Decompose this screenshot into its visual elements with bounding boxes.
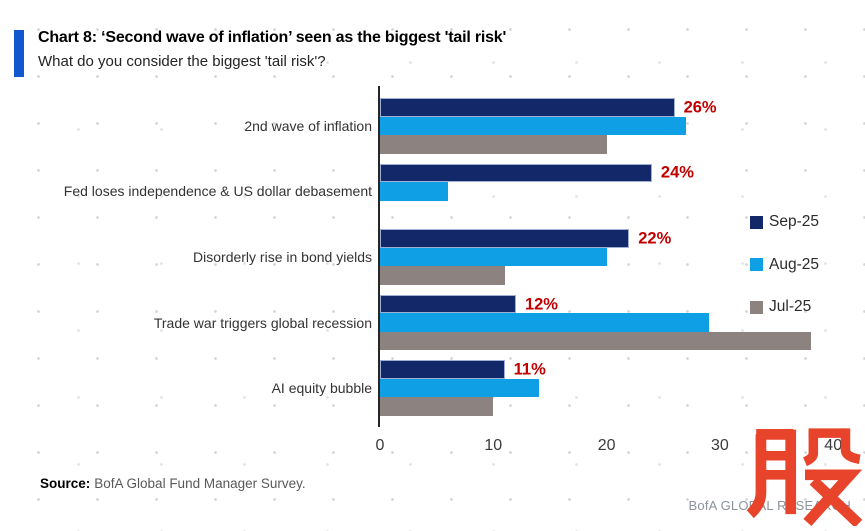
value-label: 24% — [660, 163, 694, 182]
x-tick-label: 40 — [824, 437, 843, 454]
x-tick-label: 30 — [710, 437, 729, 454]
source-label: Source: — [40, 476, 91, 491]
y-axis-line — [378, 86, 380, 427]
bar-sep-25 — [380, 163, 652, 183]
legend-label: Sep-25 — [769, 213, 819, 230]
x-tick-label: 0 — [375, 437, 385, 454]
bar-jul-25 — [380, 135, 607, 154]
source-text: BofA Global Fund Manager Survey. — [94, 476, 306, 491]
legend-item-sep-25: Sep-25 — [750, 213, 819, 231]
bar-sep-25 — [380, 98, 675, 117]
category-label: AI equity bubble — [271, 380, 372, 397]
bar-jul-25 — [380, 266, 505, 285]
stock-character-watermark-icon — [746, 428, 863, 526]
legend-swatch-icon — [750, 215, 763, 229]
source-note: Source: BofA Global Fund Manager Survey. — [40, 476, 306, 491]
legend-swatch-icon — [750, 300, 763, 314]
chart-title: Chart 8: ‘Second wave of inflation’ seen… — [38, 29, 507, 46]
value-label: 26% — [683, 98, 717, 117]
value-label: 22% — [638, 229, 672, 248]
legend-swatch-icon — [750, 258, 763, 271]
legend-label: Jul-25 — [769, 298, 812, 315]
legend-item-jul-25: Jul-25 — [750, 298, 811, 316]
bofa-global-research-label: BofA GLOBAL RESEARCH — [688, 498, 851, 513]
category-label: 2nd wave of inflation — [244, 117, 372, 134]
x-tick-label: 20 — [597, 437, 616, 454]
legend-label: Aug-25 — [769, 255, 819, 273]
bar-jul-25 — [380, 331, 811, 351]
bar-sep-25 — [380, 360, 505, 379]
bar-sep-25 — [380, 229, 630, 248]
title-accent-bar — [14, 30, 24, 77]
bar-aug-25 — [380, 313, 709, 332]
bar-sep-25 — [380, 294, 516, 314]
value-label: 11% — [513, 360, 546, 379]
value-label: 12% — [524, 295, 558, 314]
bar-aug-25 — [380, 182, 448, 201]
legend-item-aug-25: Aug-25 — [750, 256, 819, 274]
category-label: Trade war triggers global recession — [153, 314, 372, 331]
chart-subtitle: What do you consider the biggest 'tail r… — [38, 53, 326, 70]
bar-aug-25 — [380, 247, 607, 267]
x-tick-label: 10 — [484, 437, 503, 454]
bar-aug-25 — [380, 378, 539, 398]
bar-jul-25 — [380, 397, 494, 416]
category-label: Fed loses independence & US dollar debas… — [63, 183, 372, 200]
bar-aug-25 — [380, 116, 686, 135]
category-label: Disorderly rise in bond yields — [193, 248, 372, 265]
